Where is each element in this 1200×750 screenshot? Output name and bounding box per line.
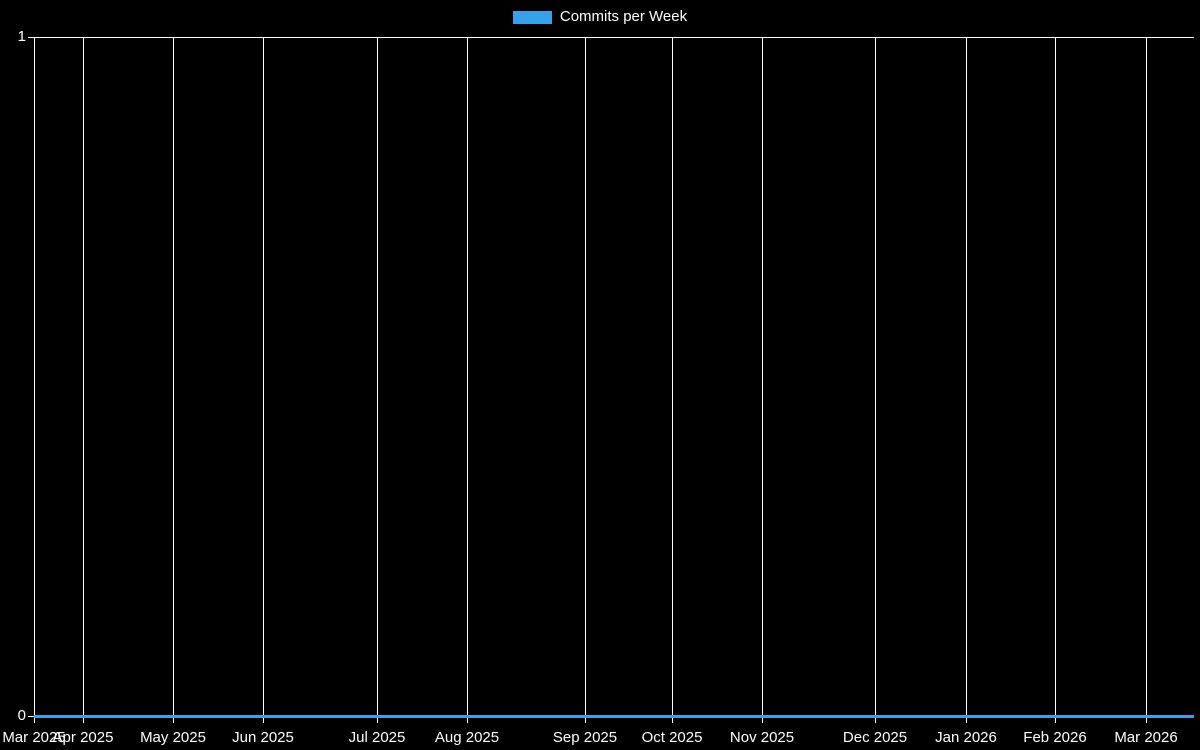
x-tick-label: Jul 2025	[348, 729, 406, 746]
x-tick-label: Nov 2025	[729, 729, 795, 746]
month-gridline	[467, 37, 468, 723]
x-tick-label: Feb 2026	[1023, 729, 1087, 746]
month-gridline	[377, 37, 378, 723]
x-tick-label: Oct 2025	[641, 729, 703, 746]
month-gridline	[34, 37, 35, 723]
month-gridline	[173, 37, 174, 723]
month-gridline	[263, 37, 264, 723]
x-tick-label: Jun 2025	[232, 729, 294, 746]
x-tick-label: Dec 2025	[842, 729, 908, 746]
y-tick-label: 1	[17, 28, 26, 45]
legend-swatch	[512, 10, 552, 24]
x-tick-label: Sep 2025	[552, 729, 618, 746]
x-tick-label: May 2025	[140, 729, 206, 746]
month-gridline	[1146, 37, 1147, 723]
x-tick-label: Mar 2025	[2, 729, 66, 746]
month-gridline	[672, 37, 673, 723]
y-tick-mark	[28, 716, 34, 717]
y-tick-label: 0	[17, 707, 26, 724]
chart-legend-item[interactable]: Commits per Week	[0, 7, 1200, 27]
month-gridline	[1055, 37, 1056, 723]
x-tick-label: Aug 2025	[434, 729, 500, 746]
month-gridline	[966, 37, 967, 723]
month-gridline	[83, 37, 84, 723]
month-gridline	[762, 37, 763, 723]
y-gridline-top	[28, 37, 1194, 38]
legend-label: Commits per Week	[559, 8, 688, 25]
commits-line	[34, 715, 1194, 718]
month-gridline	[875, 37, 876, 723]
x-tick-label: Mar 2026	[1114, 729, 1178, 746]
x-tick-label: Apr 2025	[52, 729, 114, 746]
month-gridline	[585, 37, 586, 723]
x-tick-label: Jan 2026	[935, 729, 997, 746]
